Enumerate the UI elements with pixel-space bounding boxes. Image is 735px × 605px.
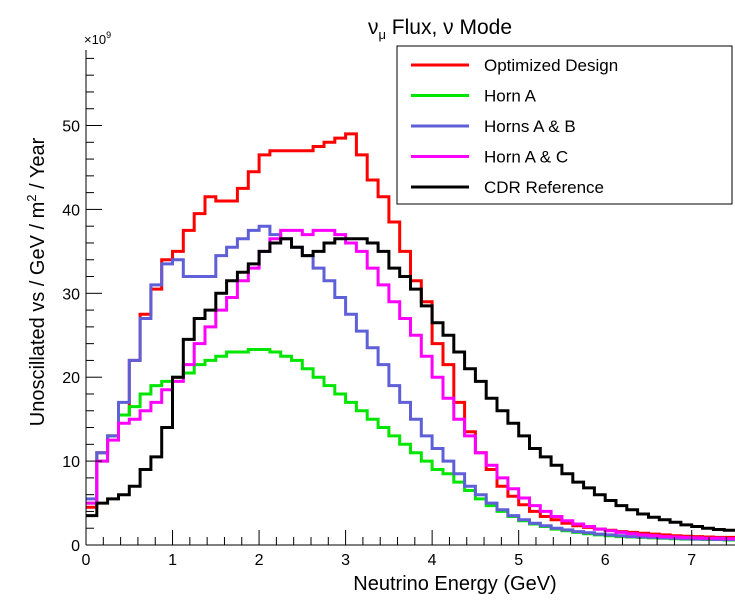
legend-label: Horns A & B <box>484 117 576 136</box>
x-axis-label: Neutrino Energy (GeV) <box>353 573 556 595</box>
series-line-4 <box>86 237 735 532</box>
x-tick-label: 6 <box>601 552 610 569</box>
x-tick-label: 5 <box>514 552 523 569</box>
y-multiplier-base: ×10 <box>84 32 106 47</box>
legend-label: Horn A <box>484 87 537 106</box>
y-axis-label-main: Unoscillated vs / GeV / m <box>27 202 49 427</box>
y-tick-label: 40 <box>62 202 80 219</box>
axes-layer: 0 1 2 3 4 5 6 7 0 10 20 30 40 50 <box>62 50 735 569</box>
chart-title-mu-subscript: μ <box>378 27 386 42</box>
legend: Optimized Design Horn A Horns A & B Horn A … <box>396 45 733 205</box>
x-tick-label: 2 <box>255 552 264 569</box>
legend-label: Horn A & C <box>484 148 568 167</box>
y-tick-label: 0 <box>71 538 80 555</box>
y-tick-label: 30 <box>62 286 80 303</box>
chart-title-nu: ν <box>368 16 379 39</box>
y-axis-label-tail: / Year <box>27 137 49 194</box>
y-axis-label: Unoscillated vs / GeV / m2 / Year <box>24 137 49 426</box>
series-line-2 <box>86 224 735 541</box>
y-tick-label: 10 <box>62 454 80 471</box>
series-layer <box>86 132 735 542</box>
x-tick-label: 3 <box>341 552 350 569</box>
y-multiplier-exponent: 9 <box>106 30 111 40</box>
y-multiplier: ×109 <box>84 30 111 47</box>
y-tick-label: 50 <box>62 119 80 136</box>
legend-label: Optimized Design <box>484 56 618 75</box>
legend-label: CDR Reference <box>484 178 604 197</box>
x-tick-label: 4 <box>428 552 437 569</box>
x-tick-label: 1 <box>168 552 177 569</box>
x-tick-label: 0 <box>82 552 91 569</box>
chart-title: νμ Flux, ν Mode <box>368 16 512 42</box>
x-tick-label: 7 <box>687 552 696 569</box>
chart-title-rest: Flux, ν Mode <box>386 16 512 39</box>
y-tick-label: 20 <box>62 370 80 387</box>
y-axis-label-superscript: 2 <box>24 194 39 201</box>
series-line-3 <box>86 228 735 541</box>
